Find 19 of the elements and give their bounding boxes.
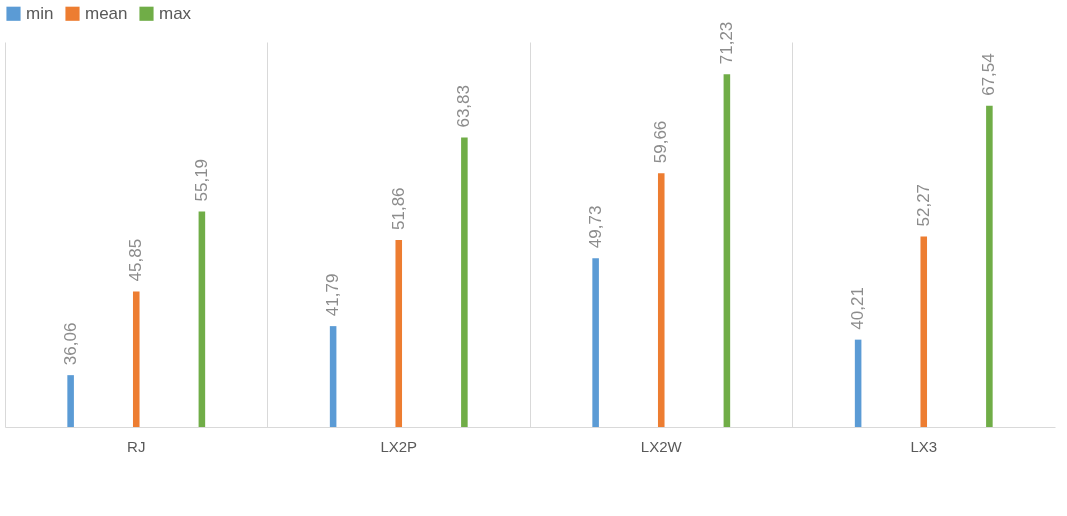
x-tick-label: LX2W <box>640 437 683 455</box>
data-label: 59,66 <box>651 120 671 164</box>
data-label: 71,23 <box>716 21 736 65</box>
legend-label: min <box>26 3 54 23</box>
legend-label: mean <box>85 3 128 23</box>
data-label: 40,21 <box>848 287 868 330</box>
data-label: 52,27 <box>913 183 933 227</box>
data-label: 55,19 <box>191 158 211 202</box>
x-tick-label: RJ <box>127 437 146 455</box>
data-label: 63,83 <box>454 85 474 128</box>
legend-label: max <box>159 3 192 23</box>
x-tick-label: LX3 <box>910 437 938 455</box>
data-label: 49,73 <box>585 205 605 249</box>
x-tick-label: LX2P <box>380 437 418 455</box>
data-label: 45,85 <box>126 238 146 282</box>
data-label: 67,54 <box>979 53 999 96</box>
data-label: 51,86 <box>388 187 408 230</box>
data-label: 41,79 <box>323 273 343 317</box>
data-label: 36,06 <box>60 322 80 366</box>
